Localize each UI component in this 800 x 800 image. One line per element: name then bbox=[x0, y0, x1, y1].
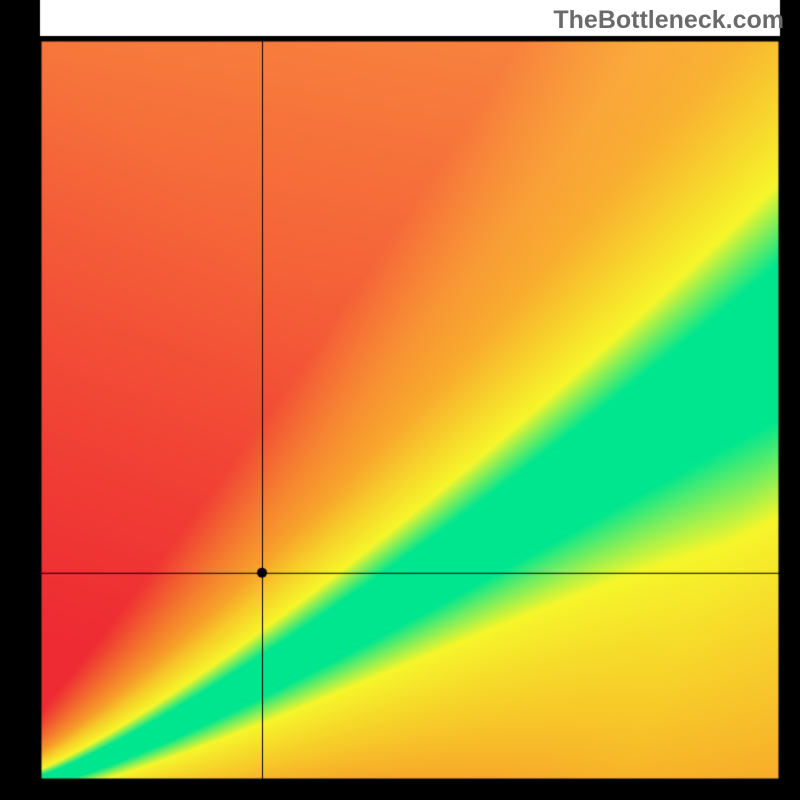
watermark-text: TheBottleneck.com bbox=[553, 6, 784, 35]
bottleneck-heatmap bbox=[0, 0, 800, 800]
